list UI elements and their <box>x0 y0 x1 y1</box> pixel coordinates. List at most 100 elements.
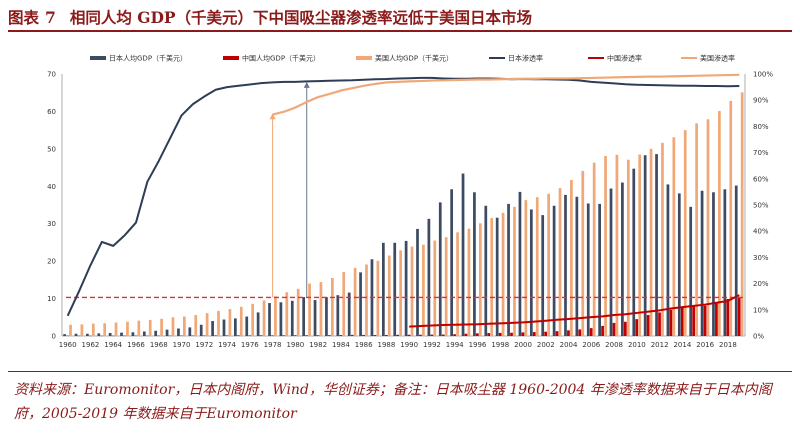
bar-us-gdp <box>478 223 482 336</box>
bar-us-gdp <box>592 162 596 336</box>
bar-japan-gdp <box>188 327 192 336</box>
bar-japan-gdp <box>86 333 89 336</box>
bar-china-gdp <box>567 330 570 336</box>
bar-japan-gdp <box>108 333 112 336</box>
figure-number: 7 <box>45 8 56 27</box>
x-tick-label: 1984 <box>332 341 350 349</box>
bar-japan-gdp <box>142 331 146 336</box>
bar-china-gdp <box>236 335 240 336</box>
bar-japan-gdp <box>586 203 590 336</box>
bar-japan-gdp <box>677 193 681 336</box>
bar-china-gdp <box>601 325 604 336</box>
bar-us-gdp <box>558 188 562 336</box>
bar-us-gdp <box>433 240 437 336</box>
bar-us-gdp <box>296 288 300 336</box>
x-tick-label: 1998 <box>491 341 509 349</box>
bar-japan-gdp <box>336 295 340 336</box>
bar-japan-gdp <box>256 312 260 336</box>
bar-japan-gdp <box>165 329 169 336</box>
bar-china-gdp <box>293 335 297 336</box>
bar-us-gdp <box>706 119 710 336</box>
x-tick-label: 2002 <box>537 341 555 349</box>
bar-us-gdp <box>581 170 585 336</box>
left-tick-label: 10 <box>47 295 56 303</box>
bar-us-gdp <box>695 123 698 336</box>
bar-china-gdp <box>407 334 411 336</box>
line-us-pen <box>272 73 740 116</box>
bar-us-gdp <box>91 323 95 336</box>
bar-japan-gdp <box>712 192 715 336</box>
bar-us-gdp <box>638 154 642 336</box>
bar-china-gdp <box>737 297 741 336</box>
legend-label: 日本渗透率 <box>508 54 543 63</box>
bar-us-gdp <box>456 232 459 336</box>
bar-china-gdp <box>498 332 502 336</box>
x-tick-label: 1978 <box>264 341 282 349</box>
title-rule <box>8 30 792 32</box>
line-japan-pen <box>66 76 740 317</box>
arrow-head <box>269 113 276 120</box>
bar-us-gdp <box>285 292 289 336</box>
bar-us-gdp <box>69 324 72 336</box>
left-tick-label: 30 <box>47 220 56 228</box>
arrow-head <box>303 81 310 88</box>
bar-japan-gdp <box>199 324 203 336</box>
bar-japan-gdp <box>461 173 465 336</box>
right-tick-label: 40% <box>753 228 769 236</box>
figure-title: 图表 7 相同人均 GDP（千美元）下中国吸尘器渗透率远低于美国日本市场 <box>8 6 532 28</box>
bar-china-gdp <box>419 334 422 336</box>
bar-japan-gdp <box>734 185 738 336</box>
x-tick-label: 1966 <box>127 341 145 349</box>
bar-japan-gdp <box>507 203 510 336</box>
bar-japan-gdp <box>404 240 408 336</box>
bar-us-gdp <box>365 264 368 336</box>
x-tick-label: 2018 <box>719 341 737 349</box>
bar-china-gdp <box>396 334 400 336</box>
bar-china-gdp <box>612 322 616 336</box>
bar-japan-gdp <box>473 192 476 336</box>
bar-japan-gdp <box>700 190 704 336</box>
bar-us-gdp <box>672 137 676 336</box>
chart: 0 10 20 30 40 50 60 70 0% 10% 20% 30% 40% 50% 60% 70% 80… <box>47 54 773 350</box>
right-tick-label: 100% <box>753 71 773 79</box>
bar-japan-gdp <box>438 202 442 336</box>
bar-us-gdp <box>194 315 198 336</box>
bar-china-gdp <box>510 332 513 336</box>
bar-china-gdp <box>669 309 673 336</box>
x-tick-label: 1992 <box>423 341 441 349</box>
x-tick-label: 1976 <box>241 341 259 349</box>
x-tick-label: 1980 <box>286 341 304 349</box>
bar-us-gdp <box>376 260 380 336</box>
bar-china-gdp <box>532 332 536 336</box>
bar-us-gdp <box>422 244 425 336</box>
bar-us-gdp <box>615 154 619 336</box>
figure-label: 图表 <box>8 8 40 27</box>
bar-japan-gdp <box>529 209 533 336</box>
bar-china-gdp <box>282 335 286 336</box>
bar-japan-gdp <box>290 300 294 336</box>
bar-us-gdp <box>205 313 209 336</box>
bar-china-gdp <box>214 335 217 336</box>
bar-china-gdp <box>373 335 377 336</box>
bar-china-gdp <box>646 315 650 336</box>
bar-japan-gdp <box>211 321 214 336</box>
bar-china-gdp <box>339 335 343 336</box>
left-tick-label: 70 <box>47 71 56 79</box>
x-tick-label: 1962 <box>82 341 100 349</box>
bar-china-gdp <box>521 332 525 336</box>
legend-swatch-japan-gdp <box>90 56 106 60</box>
right-tick-label: 20% <box>753 280 769 288</box>
bar-us-gdp <box>330 277 334 336</box>
bar-japan-gdp <box>552 205 556 336</box>
x-tick-label: 1996 <box>469 341 487 349</box>
bar-china-gdp <box>555 331 559 336</box>
bar-japan-gdp <box>541 215 545 336</box>
bar-china-gdp <box>476 333 479 336</box>
bar-japan-gdp <box>450 189 454 336</box>
left-tick-label: 50 <box>47 145 56 153</box>
bar-china-gdp <box>715 303 718 336</box>
legend-label: 中国人均GDP（千美元） <box>242 54 320 63</box>
bar-us-gdp <box>126 321 129 336</box>
right-tick-label: 30% <box>753 254 769 262</box>
bar-us-gdp <box>604 155 607 336</box>
